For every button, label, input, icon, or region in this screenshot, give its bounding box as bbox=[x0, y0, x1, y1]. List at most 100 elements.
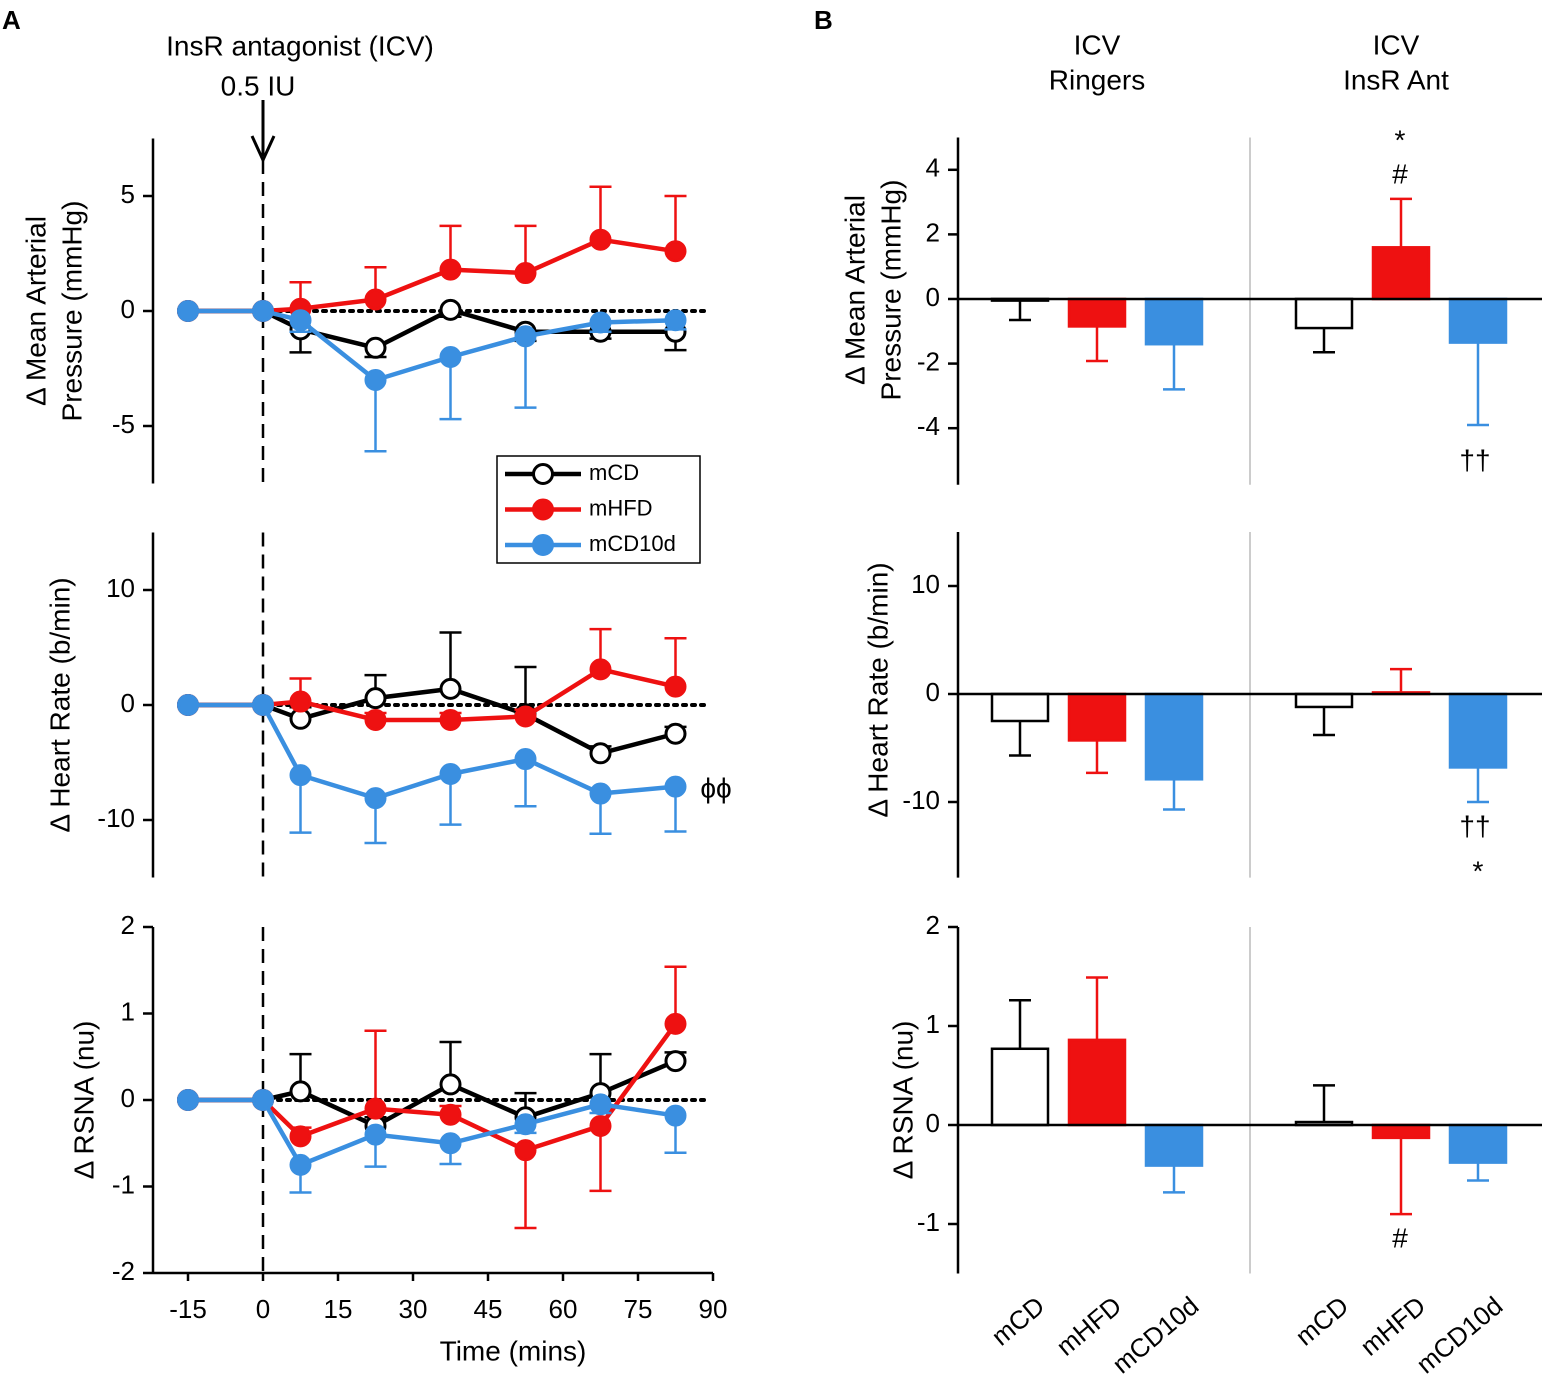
marker bbox=[664, 1104, 687, 1127]
marker bbox=[664, 309, 687, 332]
y-tick-label: -10 bbox=[97, 803, 135, 833]
y-tick-label: -1 bbox=[917, 1207, 940, 1237]
bar bbox=[1144, 1123, 1204, 1167]
marker bbox=[364, 369, 387, 391]
annotation: # bbox=[1392, 158, 1408, 189]
marker bbox=[439, 1103, 462, 1126]
marker bbox=[177, 1089, 199, 1111]
y-tick-label: 1 bbox=[121, 996, 135, 1026]
legend-marker bbox=[532, 498, 554, 521]
y-tick-label: -5 bbox=[112, 409, 135, 439]
x-tick-label: -15 bbox=[169, 1294, 207, 1324]
annotation: * bbox=[1395, 124, 1406, 155]
series-line bbox=[188, 702, 676, 801]
marker bbox=[364, 708, 387, 731]
x-tick-label: mCD bbox=[1290, 1290, 1355, 1351]
y-tick-label: 10 bbox=[106, 573, 135, 603]
marker bbox=[252, 300, 274, 322]
x-tick-label: 60 bbox=[549, 1294, 578, 1324]
y-tick-label: -2 bbox=[112, 1256, 135, 1286]
x-tick-label: 0 bbox=[256, 1294, 270, 1324]
marker bbox=[514, 262, 537, 285]
y-axis-label: Δ RSNA (nu) bbox=[68, 1021, 99, 1180]
bar bbox=[990, 692, 1050, 723]
marker bbox=[439, 346, 462, 368]
y-axis-label: Δ Mean Arterial bbox=[20, 216, 51, 406]
marker bbox=[439, 1132, 462, 1155]
marker bbox=[289, 764, 312, 787]
bar bbox=[1448, 1123, 1508, 1164]
y-tick-label: 0 bbox=[926, 1108, 940, 1138]
marker bbox=[664, 1012, 687, 1035]
y-axis-label: Δ Heart Rate (b/min) bbox=[862, 562, 893, 817]
y-tick-label: -2 bbox=[917, 346, 940, 376]
series-line bbox=[188, 1097, 676, 1168]
bar bbox=[1448, 692, 1508, 769]
y-tick-label: 2 bbox=[926, 910, 940, 940]
y-axis-label: Δ Heart Rate (b/min) bbox=[44, 577, 75, 832]
bar bbox=[1067, 297, 1127, 328]
y-tick-label: 0 bbox=[926, 282, 940, 312]
y-tick-label: 4 bbox=[926, 153, 940, 183]
marker bbox=[177, 694, 199, 716]
annotation: ϕϕ bbox=[700, 772, 731, 803]
annotation: †† bbox=[1459, 444, 1490, 475]
bar bbox=[1144, 692, 1204, 781]
x-tick-label: mCD bbox=[986, 1290, 1051, 1351]
marker bbox=[252, 694, 274, 716]
marker bbox=[439, 763, 462, 785]
x-tick-label: mCD10d bbox=[1410, 1290, 1508, 1379]
marker bbox=[514, 748, 537, 771]
group-title: InsR Ant bbox=[1343, 64, 1449, 95]
x-tick-label: 15 bbox=[324, 1294, 353, 1324]
marker bbox=[589, 742, 612, 765]
bar bbox=[1371, 246, 1431, 301]
y-tick-label: -1 bbox=[112, 1169, 135, 1199]
bar bbox=[1371, 1123, 1431, 1140]
y-tick-label: 2 bbox=[121, 910, 135, 940]
marker bbox=[364, 1097, 387, 1120]
marker bbox=[177, 300, 199, 322]
y-tick-label: 1 bbox=[926, 1009, 940, 1039]
legend-label: mHFD bbox=[589, 495, 653, 520]
annotation: InsR antagonist (ICV) bbox=[166, 30, 434, 61]
y-tick-label: 10 bbox=[911, 569, 940, 599]
bar bbox=[1294, 297, 1354, 330]
y-axis-label: Δ RSNA (nu) bbox=[887, 1021, 918, 1180]
marker bbox=[364, 787, 387, 810]
bar bbox=[1067, 692, 1127, 742]
annotation: * bbox=[1473, 855, 1484, 886]
marker bbox=[664, 775, 687, 798]
bar bbox=[1144, 297, 1204, 346]
annotation: 0.5 IU bbox=[221, 70, 296, 101]
marker bbox=[589, 782, 612, 805]
y-tick-label: 0 bbox=[121, 294, 135, 324]
marker bbox=[289, 1080, 312, 1103]
marker bbox=[589, 1114, 612, 1137]
annotation: # bbox=[1392, 1222, 1408, 1253]
y-tick-label: 2 bbox=[926, 217, 940, 247]
marker bbox=[289, 309, 312, 332]
marker bbox=[514, 1113, 537, 1136]
x-axis-label: Time (mins) bbox=[440, 1335, 587, 1366]
annotation: †† bbox=[1459, 810, 1490, 841]
y-tick-label: -4 bbox=[917, 411, 940, 441]
marker bbox=[364, 687, 387, 710]
y-axis-label: Pressure (mmHg) bbox=[56, 201, 87, 422]
legend-label: mCD10d bbox=[589, 531, 676, 556]
x-tick-label: 30 bbox=[399, 1294, 428, 1324]
bar bbox=[990, 1047, 1050, 1127]
legend-label: mCD bbox=[589, 460, 639, 485]
marker bbox=[439, 258, 462, 281]
group-title: ICV bbox=[1074, 29, 1121, 60]
marker bbox=[514, 1139, 537, 1162]
marker bbox=[514, 325, 537, 348]
group-title: ICV bbox=[1373, 29, 1420, 60]
marker bbox=[289, 690, 312, 713]
x-tick-label: 75 bbox=[624, 1294, 653, 1324]
marker bbox=[589, 1093, 612, 1116]
panel-label: A bbox=[2, 5, 21, 35]
bar bbox=[1294, 692, 1354, 709]
marker bbox=[364, 288, 387, 311]
